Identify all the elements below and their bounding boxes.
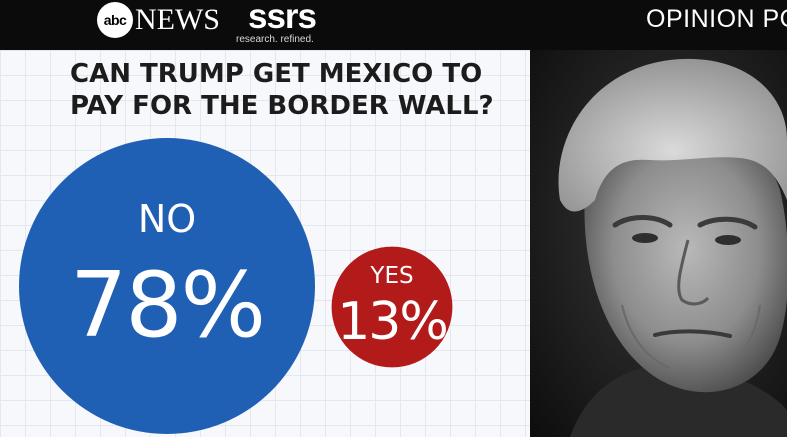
ssrs-tagline: research. refined. <box>236 34 314 45</box>
chart-title: CAN TRUMP GET MEXICO TO PAY FOR THE BORD… <box>70 58 530 122</box>
abc-logo: abc <box>97 2 133 38</box>
bubble-no <box>19 138 315 434</box>
bubble-chart: NO 78% YES 13% <box>19 138 453 434</box>
abc-logo-text: abc <box>103 12 127 28</box>
news-wordmark: NEWS <box>135 3 220 36</box>
chart-title-line-2: PAY FOR THE BORDER WALL? <box>70 91 494 121</box>
chart-title-line-1: CAN TRUMP GET MEXICO TO <box>70 59 483 89</box>
bubble-yes-label: YES <box>369 263 413 289</box>
ssrs-logo: ssrs <box>248 0 317 36</box>
portrait-photo-icon <box>530 50 787 437</box>
bubble-yes-value: 13% <box>337 292 447 352</box>
section-label: OPINION POLL <box>646 5 787 33</box>
portrait-photo <box>530 50 787 437</box>
bubble-no-value: 78% <box>70 253 264 358</box>
bubble-yes <box>331 246 453 368</box>
header-bar: abc NEWS ssrs research. refined. OPINION… <box>0 0 787 50</box>
bubble-no-label: NO <box>138 197 196 241</box>
